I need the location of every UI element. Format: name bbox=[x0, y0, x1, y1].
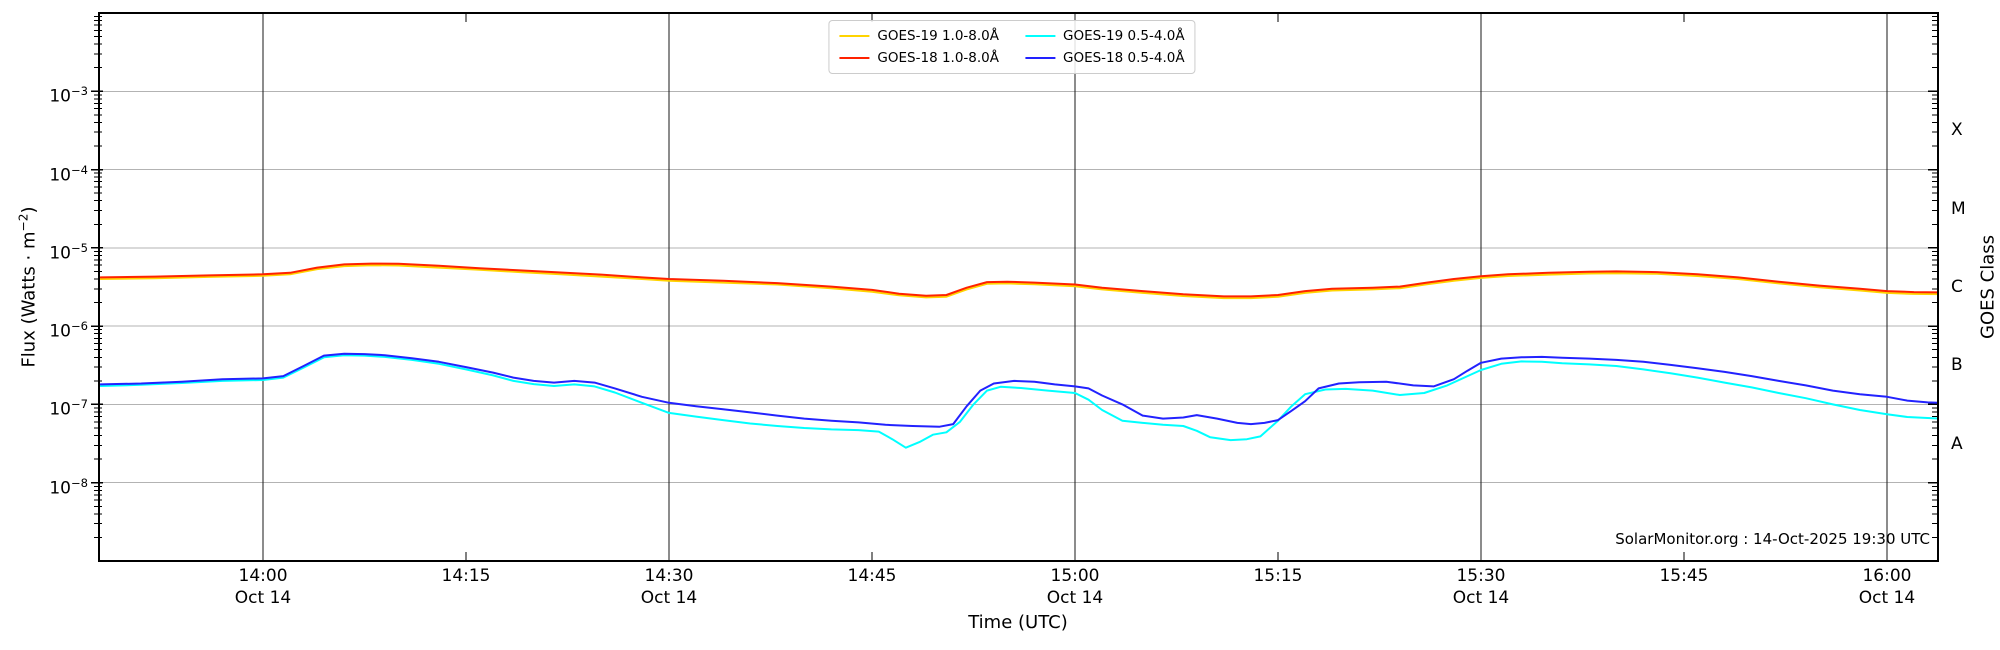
series-GOES-19 1.0-8.0Å bbox=[99, 264, 1938, 300]
x-tick-label-14:30: 14:30 bbox=[644, 566, 694, 586]
x-tick-label-15:45: 15:45 bbox=[1659, 566, 1709, 586]
legend-line-swatch bbox=[839, 57, 870, 59]
y-tick-label-1e-7: 10−7 bbox=[49, 397, 88, 421]
x-tick-label-14:45: 14:45 bbox=[847, 566, 897, 586]
y-axis-title-goes-class: GOES Class bbox=[1977, 235, 1999, 339]
x-tick-label-15:00: 15:00 bbox=[1050, 566, 1100, 586]
legend-item: GOES-19 1.0-8.0Å bbox=[839, 28, 999, 44]
legend-item: GOES-18 1.0-8.0Å bbox=[839, 50, 999, 66]
y-tick-label-1e-5: 10−5 bbox=[49, 240, 88, 264]
x-tick-label-14:15: 14:15 bbox=[441, 566, 491, 586]
series-GOES-19 0.5-4.0Å bbox=[99, 354, 1938, 449]
legend-label: GOES-18 0.5-4.0Å bbox=[1063, 50, 1185, 66]
series-GOES-18 1.0-8.0Å bbox=[99, 262, 1938, 298]
x-tick-label-15:15: 15:15 bbox=[1253, 566, 1303, 586]
x-date-label: Oct 14 bbox=[1046, 588, 1104, 608]
legend-item: GOES-18 0.5-4.0Å bbox=[1025, 50, 1185, 66]
x-date-label: Oct 14 bbox=[234, 588, 292, 608]
y-tick-label-1e-6: 10−6 bbox=[49, 319, 88, 342]
legend-item: GOES-19 0.5-4.0Å bbox=[1025, 28, 1185, 44]
x-tick-label-15:30: 15:30 bbox=[1456, 566, 1506, 586]
legend: GOES-19 1.0-8.0Å GOES-18 1.0-8.0Å GOES-19 … bbox=[828, 20, 1196, 74]
solarmonitor-watermark: SolarMonitor.org : 14-Oct-2025 19:30 UTC bbox=[1615, 530, 1930, 548]
goes-class-letter-M: M bbox=[1951, 198, 1966, 219]
x-date-label: Oct 14 bbox=[1452, 588, 1510, 608]
goes-class-letter-X: X bbox=[1951, 120, 1963, 141]
series-group bbox=[99, 262, 1938, 449]
goes-class-letter-A: A bbox=[1951, 433, 1963, 454]
goes-class-letter-B: B bbox=[1951, 355, 1963, 376]
legend-line-swatch bbox=[839, 35, 870, 37]
legend-line-swatch bbox=[1025, 35, 1055, 37]
x-tick-label-16:00: 16:00 bbox=[1862, 566, 1912, 586]
x-date-label: Oct 14 bbox=[640, 588, 698, 608]
y-tick-label-1e-8: 10−8 bbox=[49, 475, 88, 499]
series-GOES-18 0.5-4.0Å bbox=[99, 352, 1938, 428]
x-axis-title: Time (UTC) bbox=[968, 612, 1068, 633]
legend-label: GOES-19 1.0-8.0Å bbox=[877, 28, 999, 44]
y-tick-label-1e-3: 10−3 bbox=[49, 84, 88, 107]
goes-class-letter-C: C bbox=[1951, 277, 1963, 297]
legend-label: GOES-19 0.5-4.0Å bbox=[1063, 28, 1185, 44]
y-tick-label-1e-4: 10−4 bbox=[49, 162, 88, 186]
y-axis-title-flux: Flux (Watts · m−2) bbox=[16, 206, 40, 368]
x-tick-label-14:00: 14:00 bbox=[238, 566, 288, 586]
legend-label: GOES-18 1.0-8.0Å bbox=[877, 50, 999, 66]
legend-line-swatch bbox=[1025, 57, 1055, 59]
plot-border bbox=[98, 12, 1939, 562]
x-date-label: Oct 14 bbox=[1858, 588, 1916, 608]
